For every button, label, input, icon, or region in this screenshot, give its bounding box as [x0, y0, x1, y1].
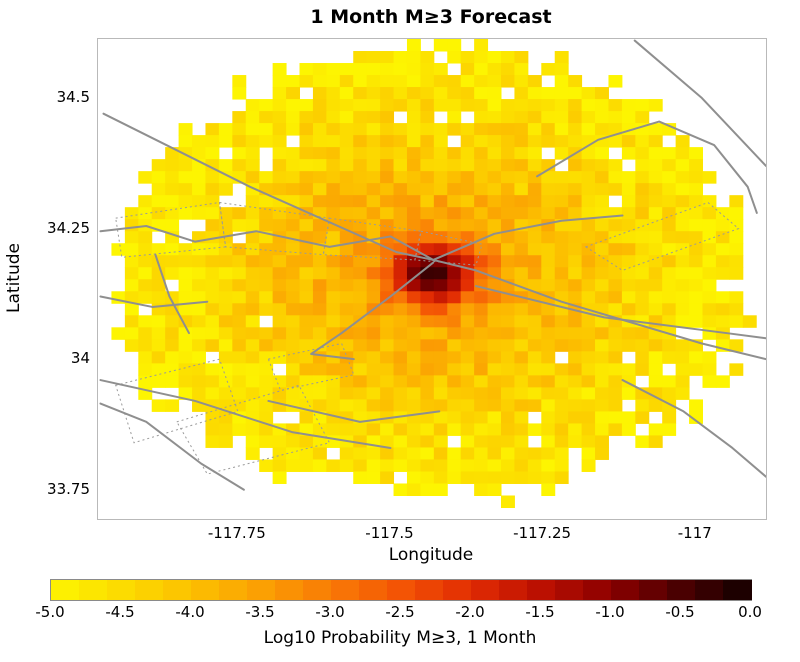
- x-tick-label: -117.25: [513, 524, 572, 542]
- colorbar-tick-label: -3.5: [245, 603, 275, 621]
- x-tick-label: -117.5: [365, 524, 414, 542]
- colorbar-tick-label: -2.0: [455, 603, 485, 621]
- y-tick-label: 34.5: [56, 88, 90, 107]
- colorbar-segment: [303, 580, 332, 600]
- colorbar-segment: [163, 580, 192, 600]
- colorbar-segment: [639, 580, 668, 600]
- colorbar-segment: [443, 580, 472, 600]
- colorbar-segment: [219, 580, 248, 600]
- colorbar-segment: [667, 580, 696, 600]
- chart-title: 1 Month M≥3 Forecast: [310, 6, 552, 28]
- y-tick-label: 34.25: [47, 218, 90, 237]
- colorbar-segment: [583, 580, 612, 600]
- colorbar: [50, 579, 752, 601]
- colorbar-segment: [331, 580, 360, 600]
- colorbar-segment: [359, 580, 388, 600]
- colorbar-segment: [471, 580, 500, 600]
- colorbar-segment: [51, 580, 80, 600]
- colorbar-segment: [723, 580, 752, 600]
- colorbar-segment: [275, 580, 304, 600]
- colorbar-label: Log10 Probability M≥3, 1 Month: [263, 628, 537, 648]
- colorbar-segment: [79, 580, 108, 600]
- colorbar-tick-label: -1.0: [595, 603, 625, 621]
- x-axis-label: Longitude: [388, 545, 474, 565]
- colorbar-tick-label: -4.5: [105, 603, 135, 621]
- colorbar-tick-label: 0.0: [738, 603, 762, 621]
- colorbar-tick-label: -5.0: [35, 603, 65, 621]
- y-tick-label: 34: [70, 349, 90, 368]
- colorbar-tick-label: -0.5: [665, 603, 695, 621]
- colorbar-segment: [191, 580, 220, 600]
- colorbar-segment: [107, 580, 136, 600]
- colorbar-segment: [247, 580, 276, 600]
- map-plot-area: [97, 38, 767, 520]
- colorbar-tick-label: -1.5: [525, 603, 555, 621]
- colorbar-segment: [611, 580, 640, 600]
- colorbar-tick-label: -2.5: [385, 603, 415, 621]
- x-tick-label: -117: [677, 524, 712, 542]
- colorbar-tick-label: -4.0: [175, 603, 205, 621]
- colorbar-segment: [387, 580, 416, 600]
- colorbar-segment: [135, 580, 164, 600]
- colorbar-segment: [499, 580, 528, 600]
- colorbar-segment: [415, 580, 444, 600]
- x-tick-label: -117.75: [207, 524, 266, 542]
- colorbar-segment: [527, 580, 556, 600]
- forecast-heatmap-canvas: [98, 39, 766, 519]
- colorbar-segment: [695, 580, 724, 600]
- y-tick-label: 33.75: [47, 479, 90, 498]
- colorbar-tick-label: -3.0: [315, 603, 345, 621]
- colorbar-segment: [555, 580, 584, 600]
